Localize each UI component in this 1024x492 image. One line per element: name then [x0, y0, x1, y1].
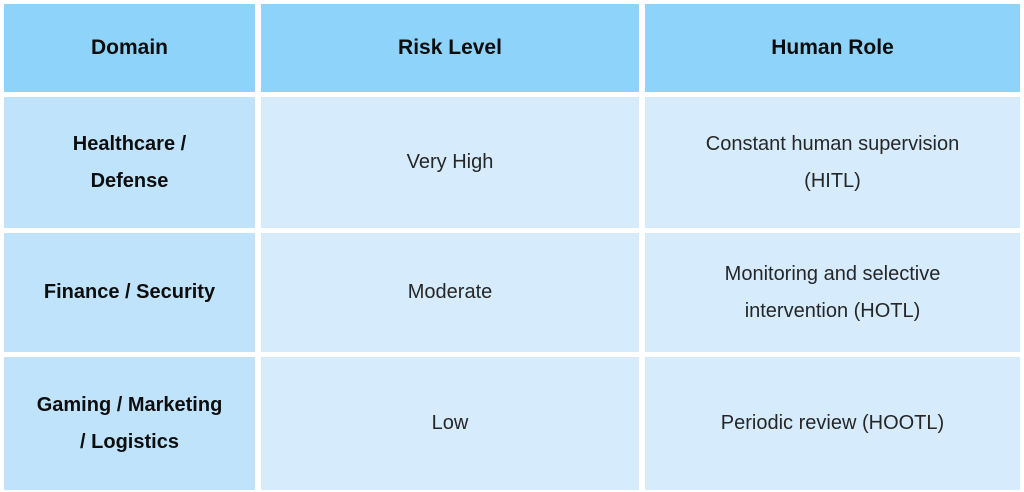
cell-domain: Gaming / Marketing / Logistics [4, 357, 255, 490]
cell-risk-level: Moderate [261, 233, 639, 352]
cell-risk-level: Very High [261, 97, 639, 228]
header-cell-human-role: Human Role [645, 4, 1020, 92]
cell-human-role: Monitoring and selective intervention (H… [645, 233, 1020, 352]
header-cell-domain: Domain [4, 4, 255, 92]
cell-domain: Healthcare / Defense [4, 97, 255, 228]
cell-domain: Finance / Security [4, 233, 255, 352]
cell-human-role: Constant human supervision (HITL) [645, 97, 1020, 228]
cell-human-role: Periodic review (HOOTL) [645, 357, 1020, 490]
cell-risk-level: Low [261, 357, 639, 490]
header-cell-risk-level: Risk Level [261, 4, 639, 92]
